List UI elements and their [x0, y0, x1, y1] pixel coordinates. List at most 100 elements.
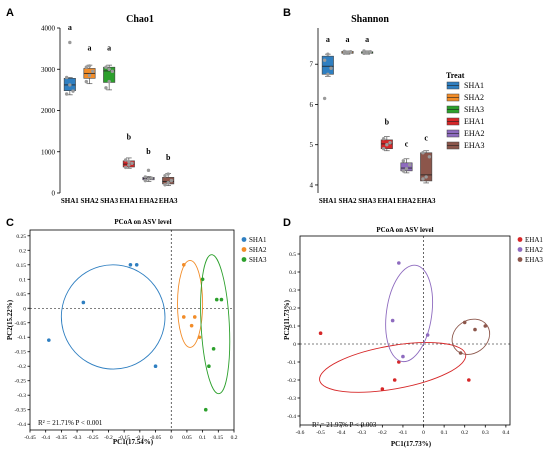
data-point — [381, 136, 386, 141]
data-point — [326, 72, 330, 76]
y-tick-label: -0.35 — [15, 408, 27, 414]
legend-marker — [241, 257, 247, 262]
significance-letter: a — [68, 23, 72, 32]
legend-label: SHA2 — [464, 93, 484, 102]
data-point — [169, 178, 174, 183]
data-point — [110, 69, 115, 74]
sample-point-eha2 — [401, 354, 405, 359]
confidence-ellipse-sha3 — [200, 254, 231, 395]
panel-letter-c: C — [6, 217, 14, 229]
x-tick-label: -0.25 — [87, 435, 99, 441]
y-tick-label: 0 — [52, 190, 56, 198]
shannon-title: Shannon — [351, 14, 389, 25]
significance-letter: a — [107, 44, 111, 53]
legend-label: EHA3 — [525, 256, 543, 264]
y-tick-label: 0.4 — [289, 270, 296, 276]
legend-label: EHA3 — [464, 141, 484, 150]
data-point — [90, 69, 95, 74]
data-point — [87, 73, 92, 78]
data-point — [362, 51, 366, 56]
category-label: EHA1 — [377, 197, 396, 205]
y-tick-label: -0.3 — [17, 393, 26, 399]
y-tick-label: -0.4 — [287, 414, 296, 420]
x-tick-label: 0 — [422, 430, 425, 436]
y-tick-label: 3000 — [41, 66, 56, 74]
y-tick-label: 0.3 — [289, 288, 296, 294]
significance-letter: a — [326, 35, 330, 44]
data-point — [322, 96, 327, 101]
data-point — [123, 158, 128, 162]
data-point — [401, 169, 406, 173]
data-point — [104, 65, 108, 69]
x-tick-label: -0.45 — [24, 435, 36, 441]
data-point — [385, 143, 389, 147]
data-point — [322, 58, 327, 62]
sample-point-sha1 — [134, 262, 139, 267]
y-tick-label: -0.1 — [287, 360, 296, 366]
sample-point-sha1 — [128, 262, 133, 267]
data-point — [143, 178, 148, 183]
significance-letter: c — [424, 134, 428, 143]
pcoa-eha-xlabel: PC1(17.73%) — [391, 440, 432, 448]
data-point — [427, 155, 432, 159]
pcoa-sha-xlabel: PC1(17.54%) — [113, 438, 154, 446]
confidence-ellipse-eha1 — [319, 342, 467, 393]
sample-point-sha1 — [81, 300, 86, 305]
y-tick-label: -0.4 — [17, 422, 26, 428]
sample-point-eha2 — [390, 318, 395, 323]
x-tick-label: -0.1 — [135, 435, 144, 441]
significance-letter: a — [346, 35, 350, 44]
y-tick-label: -0.3 — [287, 396, 296, 402]
category-label: SHA1 — [61, 197, 79, 205]
x-tick-label: -0.4 — [337, 430, 346, 436]
data-point — [163, 183, 167, 187]
data-point — [329, 66, 333, 70]
y-tick-label: -0.2 — [17, 364, 26, 370]
pcoa-sha-ylabel: PC2(15.22%) — [6, 299, 14, 340]
data-point — [368, 50, 373, 54]
y-tick-label: 0 — [293, 342, 296, 348]
shannon-boxplot: Shannon 4 5 6 7 a SHA1 a SHA2 a SHA3 b EHA1 c EHA2 c EH… — [310, 14, 485, 205]
data-point — [401, 159, 406, 163]
significance-letter: b — [385, 118, 390, 127]
box-eha3 — [420, 152, 433, 182]
y-tick-label: 0.5 — [289, 252, 296, 258]
category-label: SHA2 — [81, 197, 99, 205]
data-point — [146, 177, 151, 181]
legend-label: SHA1 — [249, 236, 267, 244]
data-point — [163, 173, 167, 178]
legend-label: SHA3 — [464, 105, 484, 114]
significance-letter: b — [127, 132, 132, 141]
data-point — [362, 49, 366, 53]
box-eha2 — [400, 162, 413, 172]
data-point — [166, 172, 170, 176]
pcoa-eha-title: PCoA on ASV level — [376, 226, 433, 234]
legend-label: SHA3 — [249, 256, 267, 264]
sample-point-sha3 — [211, 347, 216, 351]
data-point — [149, 176, 154, 180]
data-point — [127, 159, 131, 164]
y-tick-label: 6 — [310, 101, 314, 109]
y-tick-label: 5 — [310, 141, 314, 149]
confidence-ellipse-sha1 — [60, 264, 166, 370]
data-point — [104, 86, 108, 90]
chao1-boxplot: Chao1 0 1000 2000 3000 4000 a SHA1 a SHA2 a SHA3 b E… — [41, 14, 178, 205]
y-tick-label: 1000 — [41, 148, 56, 156]
x-tick-label: 0.15 — [213, 435, 223, 441]
data-point — [71, 89, 75, 93]
x-tick-label: -0.6 — [296, 430, 305, 436]
sample-point-sha1 — [47, 338, 51, 342]
category-label: SHA3 — [100, 197, 118, 205]
significance-letter: b — [146, 147, 151, 156]
legend-label: SHA2 — [249, 246, 267, 254]
sample-point-eha3 — [462, 320, 467, 325]
y-tick-label: -0.15 — [15, 350, 27, 356]
pcoa-sha-plot: PCoA on ASV level -0.45 -0.4 -0.35 -0.3 -0.2… — [6, 218, 267, 446]
sample-point-sha3 — [203, 407, 208, 412]
category-label: SHA2 — [339, 197, 357, 205]
y-tick-label: 0.25 — [16, 234, 26, 240]
sample-point-eha1 — [380, 387, 385, 391]
category-label: EHA2 — [139, 197, 158, 205]
sample-point-eha2 — [397, 261, 401, 265]
data-point — [84, 79, 89, 84]
